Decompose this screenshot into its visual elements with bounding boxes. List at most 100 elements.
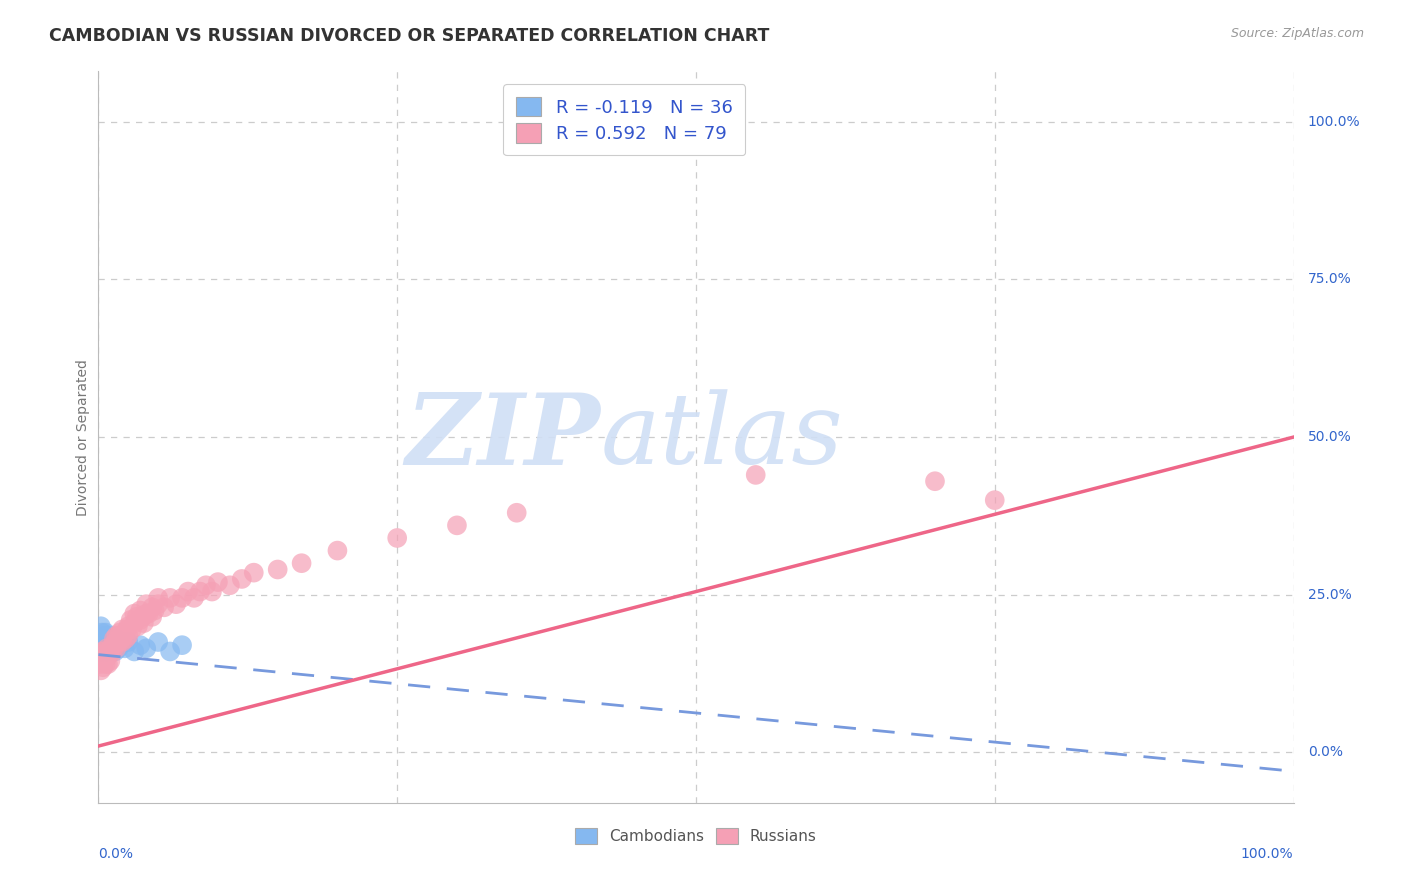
Point <box>135 597 157 611</box>
Point <box>91 625 114 640</box>
Point <box>177 584 200 599</box>
Text: 50.0%: 50.0% <box>1308 430 1351 444</box>
Point <box>506 506 529 520</box>
Point <box>172 591 194 605</box>
Point <box>98 629 121 643</box>
Point <box>100 644 122 658</box>
Point <box>326 543 349 558</box>
Point <box>101 635 124 649</box>
Point <box>148 635 170 649</box>
Point <box>219 578 242 592</box>
Point <box>93 638 115 652</box>
Point <box>91 654 114 668</box>
Point <box>141 609 163 624</box>
Point <box>984 493 1007 508</box>
Point <box>107 635 129 649</box>
Text: 0.0%: 0.0% <box>98 847 134 861</box>
Point <box>93 654 115 668</box>
Point <box>129 613 152 627</box>
Point <box>96 650 118 665</box>
Point <box>91 650 114 665</box>
Point <box>90 619 112 633</box>
Point <box>97 632 120 646</box>
Point <box>117 635 139 649</box>
Point <box>91 660 114 674</box>
Point <box>103 632 125 646</box>
Point <box>120 613 142 627</box>
Point <box>159 644 181 658</box>
Point <box>100 638 122 652</box>
Point <box>108 638 131 652</box>
Point <box>105 629 128 643</box>
Point <box>98 654 122 668</box>
Point <box>446 518 468 533</box>
Point <box>89 632 111 646</box>
Point <box>93 629 115 643</box>
Point <box>90 648 112 662</box>
Point <box>143 603 166 617</box>
Point <box>91 632 114 646</box>
Point <box>94 657 117 671</box>
Point <box>89 657 111 671</box>
Point <box>107 635 129 649</box>
Point <box>94 625 117 640</box>
Point <box>172 638 194 652</box>
Text: 0.0%: 0.0% <box>1308 746 1343 759</box>
Point <box>114 641 136 656</box>
Point <box>135 641 157 656</box>
Point <box>132 616 155 631</box>
Point <box>111 623 134 637</box>
Point <box>207 575 229 590</box>
Point <box>117 619 139 633</box>
Point <box>103 641 125 656</box>
Point <box>104 644 127 658</box>
Point <box>183 591 205 605</box>
Text: 75.0%: 75.0% <box>1308 272 1351 286</box>
Point <box>97 657 120 671</box>
Point <box>98 641 122 656</box>
Y-axis label: Divorced or Separated: Divorced or Separated <box>76 359 90 516</box>
Point <box>924 474 946 488</box>
Point <box>129 638 152 652</box>
Point <box>105 641 128 656</box>
Point <box>98 635 122 649</box>
Text: 100.0%: 100.0% <box>1308 115 1361 128</box>
Point <box>91 635 114 649</box>
Point <box>115 632 138 646</box>
Point <box>98 648 121 662</box>
Text: 25.0%: 25.0% <box>1308 588 1351 602</box>
Point <box>131 609 153 624</box>
Point <box>148 591 170 605</box>
Text: Source: ZipAtlas.com: Source: ZipAtlas.com <box>1230 27 1364 40</box>
Point <box>267 562 290 576</box>
Point <box>231 572 253 586</box>
Point <box>96 641 118 656</box>
Point <box>385 531 409 545</box>
Point <box>141 600 163 615</box>
Point <box>243 566 266 580</box>
Point <box>108 635 131 649</box>
Point <box>101 638 124 652</box>
Point <box>685 134 707 148</box>
Point <box>108 625 131 640</box>
Point <box>124 644 146 658</box>
Point <box>105 632 128 646</box>
Point <box>165 597 187 611</box>
Point <box>91 644 114 658</box>
Legend: Cambodians, Russians: Cambodians, Russians <box>569 822 823 850</box>
Point <box>195 578 218 592</box>
Point <box>107 629 129 643</box>
Point <box>124 616 146 631</box>
Text: 100.0%: 100.0% <box>1241 847 1294 861</box>
Point <box>91 644 114 658</box>
Text: atlas: atlas <box>600 390 844 484</box>
Point <box>94 641 117 656</box>
Point <box>127 619 149 633</box>
Point <box>112 629 135 643</box>
Point <box>97 638 120 652</box>
Point <box>148 597 170 611</box>
Point <box>96 635 118 649</box>
Point <box>90 638 112 652</box>
Point <box>114 625 136 640</box>
Point <box>110 632 132 646</box>
